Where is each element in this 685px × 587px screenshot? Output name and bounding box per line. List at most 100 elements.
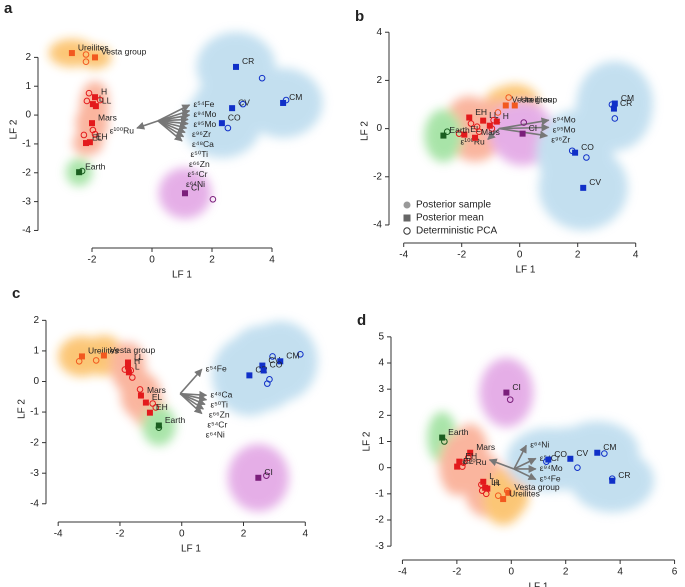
loading-label: ε⁴⁸Ca [210,389,232,399]
loading-arrow [513,444,527,470]
posterior-mean [503,389,510,396]
loading-arrow [499,117,550,130]
pca-point [263,472,270,479]
panel-letter: a [4,0,13,17]
x-tick-label: 4 [303,529,309,540]
posterior-mean [545,456,552,463]
x-axis-label: LF 1 [181,544,201,555]
x-tick-label: -4 [399,250,408,261]
legend-label: Posterior mean [416,213,484,224]
posterior-mean [218,120,225,127]
pca-point [574,464,581,471]
posterior-mean [493,118,500,125]
y-tick-label: 0 [25,110,31,121]
posterior-mean [124,363,131,370]
posterior-mean [76,169,83,176]
loading-label: ε⁶⁴Ni [530,440,549,450]
loading-label: ε⁹⁶Zr [192,129,211,139]
group-label: Vesta group [512,95,558,105]
group-label: LL [491,477,501,487]
posterior-mean [86,139,93,146]
y-tick-label: -3 [375,541,384,552]
y-tick-label: -1 [375,488,384,499]
posterior-mean [229,105,236,112]
panel-letter: b [355,8,364,25]
x-tick-label: 4 [269,255,275,266]
group-label: CM [603,442,616,452]
posterior-mean [594,449,601,456]
pca-point [583,154,590,161]
group-label: EH [156,402,168,412]
loading-label: ε⁹⁴Mo [194,109,217,119]
posterior-mean [484,485,491,492]
posterior-mean [519,130,526,137]
posterior-mean [155,422,162,429]
posterior-mean [68,50,75,57]
pca-point [494,492,502,499]
loading-label: ε⁶⁶Zn [209,409,230,419]
loading-arrow [488,458,515,470]
pca-point [601,450,608,457]
x-tick-label: 0 [179,529,185,540]
x-tick-label: -4 [398,567,407,578]
x-tick-label: 4 [617,567,623,578]
loading-label: ε⁵⁴Cr [207,419,227,429]
x-axis-label: LF 1 [528,582,548,587]
posterior-mean [466,114,473,121]
group-label: CV [238,97,250,107]
group-label: CV [589,177,601,187]
y-tick-label: -4 [22,225,31,236]
posterior-mean [255,474,262,481]
loading-label: ε⁹⁴Mo [540,463,563,473]
posterior-mean [511,102,518,109]
group-label: CM [621,93,634,103]
posterior-mean [505,489,512,496]
pca-point [494,109,502,116]
y-tick-label: -2 [373,171,382,182]
group-label: H [134,356,140,366]
posterior-mean [78,353,85,360]
posterior-mean [572,149,579,156]
legend-label: Posterior sample [416,200,491,211]
posterior-mean [277,358,284,365]
y-tick-label: -1 [22,139,31,150]
group-label: CO [270,360,283,370]
pca-point [467,120,475,127]
group-label: LL [134,352,144,362]
pca-point [149,400,156,407]
posterior-mean [92,94,98,101]
loading-label: ε⁵⁴Cr [188,169,208,179]
panel: c -4 -2 0 2 4 -4 -3 -2 -1 0 1 2 LF 1 LF 2 ε⁵⁴Fe ε⁴⁸Caε⁵⁰… [12,285,318,555]
pca-point [505,94,512,101]
group-label: L [99,93,104,103]
group-label: Mars [98,112,117,122]
group-label: EH [96,131,108,141]
group-label: Vesta group [101,47,147,57]
loading-label: ε¹⁰⁰Ru [110,125,135,135]
y-tick-label: 2 [25,52,31,63]
loading-label: ε⁵⁴Fe [206,364,227,374]
pca-point [475,128,483,136]
pca-point [85,89,93,97]
group-label: LL [489,110,499,120]
panel-letter: c [12,285,20,302]
loading-label: ε⁹⁵Mo [194,119,217,129]
y-tick-label: 2 [378,410,384,421]
pca-point [129,374,136,381]
pca-point [80,131,88,139]
legend-symbol [403,201,411,209]
group-label: Mars [147,385,166,395]
group-label: CR [620,98,632,108]
group-label: CM [286,351,299,361]
pca-point [269,353,276,360]
group-label: Mars [476,442,495,452]
posterior-mean [246,372,253,379]
y-tick-label: -2 [375,515,384,526]
x-tick-label: 6 [672,567,678,578]
group-label: Earth [449,125,470,135]
pca-point [209,196,217,203]
group-label: Ureilites [509,488,540,498]
group-label: EH [475,107,487,117]
group-label: CM [289,92,302,102]
loading-arrow [513,457,537,470]
